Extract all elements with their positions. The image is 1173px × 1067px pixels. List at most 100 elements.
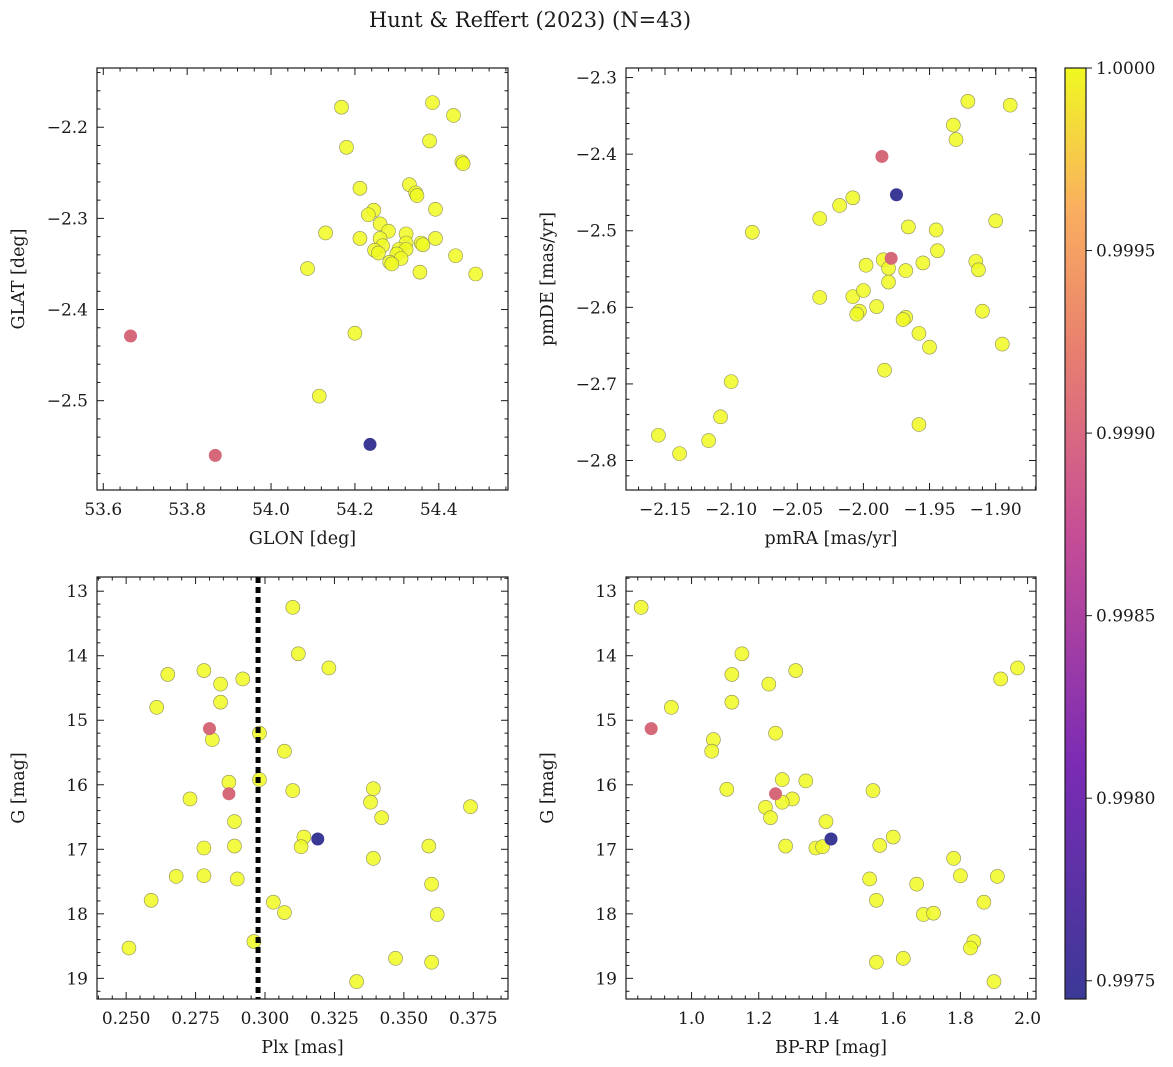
data-point	[862, 871, 877, 887]
data-point	[352, 181, 368, 196]
colorbar-tick-label: 1.0000	[1096, 59, 1155, 79]
data-point	[463, 799, 478, 815]
x-tick-label: 1.4	[812, 1009, 839, 1029]
y-tick-label: −2.8	[576, 452, 617, 472]
colorbar-tick-label: 0.9995	[1096, 242, 1155, 262]
x-tick-label: 1.6	[880, 1009, 907, 1029]
data-point	[160, 667, 176, 682]
data-point	[869, 954, 884, 970]
data-point	[334, 99, 349, 115]
data-point	[349, 974, 364, 989]
colorbar-tick-label: 0.9980	[1096, 789, 1155, 809]
x-tick-label: 0.275	[171, 1009, 220, 1029]
data-point	[877, 362, 892, 378]
y-tick-label: −2.4	[576, 145, 617, 165]
data-point	[429, 907, 445, 922]
x-tick-label: 53.8	[168, 500, 206, 520]
x-tick-label: 54.4	[420, 500, 458, 520]
data-point	[745, 224, 760, 240]
data-point	[930, 243, 945, 258]
figure-title: Hunt & Reffert (2023) (N=43)	[369, 8, 691, 32]
data-point	[455, 156, 471, 171]
data-point	[425, 95, 440, 110]
data-point	[300, 261, 315, 276]
data-point	[953, 868, 968, 884]
x-tick-label: 0.325	[310, 1009, 359, 1029]
data-point	[1010, 660, 1025, 676]
data-point	[277, 905, 292, 920]
data-point	[235, 671, 251, 687]
data-point	[719, 781, 735, 797]
data-point	[446, 108, 461, 123]
y-tick-label: 17	[595, 840, 617, 860]
x-axis-label: BP-RP [mag]	[775, 1038, 887, 1058]
data-point	[875, 149, 889, 163]
data-point	[898, 263, 914, 278]
y-tick-label: 14	[66, 647, 88, 667]
data-point	[812, 211, 828, 226]
data-point	[869, 299, 884, 314]
y-tick-label: 19	[66, 969, 88, 989]
data-point	[361, 207, 376, 223]
data-point	[713, 409, 728, 425]
colorbar-tick-label: 0.9990	[1096, 424, 1155, 444]
x-tick-label: −2.05	[771, 500, 823, 520]
data-point	[424, 954, 439, 970]
y-tick-label: −2.2	[47, 118, 88, 138]
data-point	[704, 743, 720, 759]
data-point	[388, 951, 403, 966]
panel-parallax-magnitude: 0.250 0.275 0.300 0.325 0.350 0.375 13 14 15 16 17…	[9, 576, 509, 1058]
data-point	[468, 266, 484, 282]
data-point	[374, 810, 389, 825]
data-point	[421, 838, 437, 854]
y-tick-label: 17	[66, 840, 88, 860]
ticks	[97, 577, 508, 999]
data-point	[885, 829, 901, 845]
x-tick-label: 1.0	[678, 1009, 705, 1029]
colorbar-tick-label: 0.9975	[1096, 972, 1155, 992]
data-point	[448, 248, 463, 264]
data-point	[832, 198, 847, 213]
data-point	[149, 700, 165, 715]
data-point	[143, 892, 159, 908]
data-point	[761, 676, 777, 692]
y-tick-label: 15	[66, 711, 88, 731]
y-tick-label: 19	[595, 969, 617, 989]
x-tick-label: 0.375	[449, 1009, 498, 1029]
data-point	[352, 231, 368, 246]
axes-frame	[625, 576, 1037, 1000]
data-point	[824, 832, 838, 846]
data-point	[196, 663, 212, 678]
data-point	[872, 838, 888, 853]
x-axis-label: Plx [mas]	[261, 1038, 343, 1058]
panel-colour-magnitude: 1.0 1.2 1.4 1.6 1.8 2.0 13 14 15 16 17 18 19 BP-RP [m…	[538, 576, 1041, 1058]
y-tick-label: 15	[595, 711, 617, 731]
data-point	[723, 374, 739, 389]
data-point	[347, 325, 363, 341]
data-point	[889, 188, 903, 202]
scatter-points	[124, 95, 484, 462]
y-tick-label: 13	[595, 582, 617, 602]
data-point	[182, 791, 198, 807]
data-point	[321, 660, 337, 676]
x-tick-label: 1.2	[745, 1009, 772, 1029]
data-point	[990, 869, 1005, 884]
scatter-points	[651, 94, 1018, 461]
data-point	[424, 876, 439, 892]
y-tick-label: −2.5	[576, 222, 617, 242]
data-point	[168, 869, 184, 884]
data-point	[633, 600, 649, 615]
data-point	[976, 894, 992, 910]
y-tick-label: −2.5	[47, 392, 88, 412]
x-tick-label: 1.8	[947, 1009, 974, 1029]
data-point	[994, 336, 1010, 352]
data-point	[293, 839, 309, 855]
ticks	[97, 68, 508, 490]
y-tick-label: −2.6	[576, 298, 617, 318]
colorbar-gradient	[1064, 67, 1087, 1000]
data-point	[975, 303, 990, 319]
panel-proper-motion: −2.15 −2.10 −2.05 −2.00 −1.95 −1.90 −2.3 −2.4 −2…	[538, 67, 1037, 549]
data-point	[881, 274, 896, 290]
colorbar-tick-label: 0.9985	[1096, 607, 1155, 627]
data-point	[644, 722, 658, 736]
